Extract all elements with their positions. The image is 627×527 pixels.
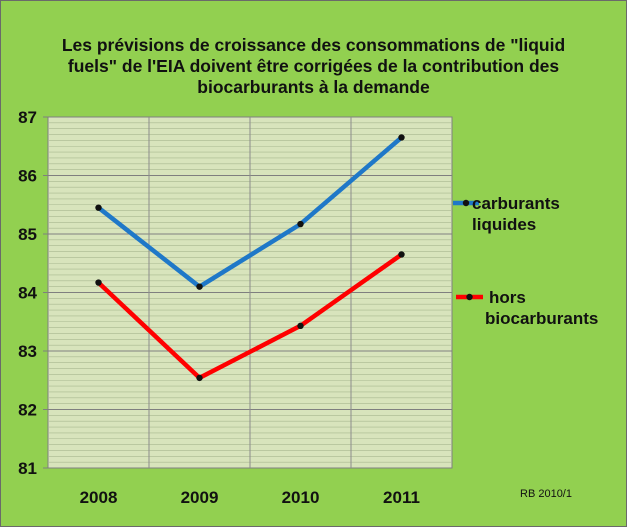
series-1-point — [297, 220, 304, 228]
series-1-point — [196, 283, 203, 290]
y-tick-label: 82 — [18, 401, 37, 420]
x-axis-ticks: 2008 2009 2010 2011 — [80, 488, 420, 507]
y-tick-label: 87 — [18, 108, 37, 127]
legend-label-carburants-liquides: carburants liquides — [472, 194, 560, 234]
y-tick-label: 81 — [18, 459, 37, 478]
x-tick-label: 2008 — [80, 488, 118, 507]
series-layer — [95, 134, 405, 382]
series-line-2 — [96, 252, 404, 381]
legend-marker-1 — [462, 199, 470, 207]
title-line-2: fuels" de l'EIA doivent être corrigées d… — [67, 56, 560, 76]
legend — [453, 199, 483, 301]
series-line-1 — [96, 135, 404, 289]
x-tick-label: 2011 — [383, 488, 420, 507]
series-2-point — [398, 251, 405, 258]
y-tick-label: 85 — [18, 225, 37, 244]
y-tick-label: 84 — [18, 284, 37, 303]
series-2-point — [95, 279, 102, 286]
x-tick-label: 2010 — [282, 488, 320, 507]
y-tick-label: 83 — [18, 342, 37, 361]
series-1-point — [95, 204, 102, 211]
x-tick-label: 2009 — [181, 488, 219, 507]
y-axis-ticks: 81 82 83 84 85 86 87 — [18, 108, 37, 478]
major-gridlines — [43, 116, 452, 469]
y-tick-label: 86 — [18, 167, 37, 186]
legend-marker-2 — [466, 293, 473, 301]
series-2-point — [297, 322, 304, 330]
title-line-1: Les prévisions de croissance des consomm… — [61, 35, 566, 55]
chart-title: Les prévisions de croissance des consomm… — [1, 35, 626, 98]
credit-text: RB 2010/1 — [520, 488, 572, 500]
legend-label-hors-biocarburants: hors biocarburants — [485, 288, 599, 328]
title-line-3: biocarburants à la demande — [197, 77, 430, 97]
series-2-point — [196, 374, 203, 382]
series-1-point — [398, 134, 405, 141]
